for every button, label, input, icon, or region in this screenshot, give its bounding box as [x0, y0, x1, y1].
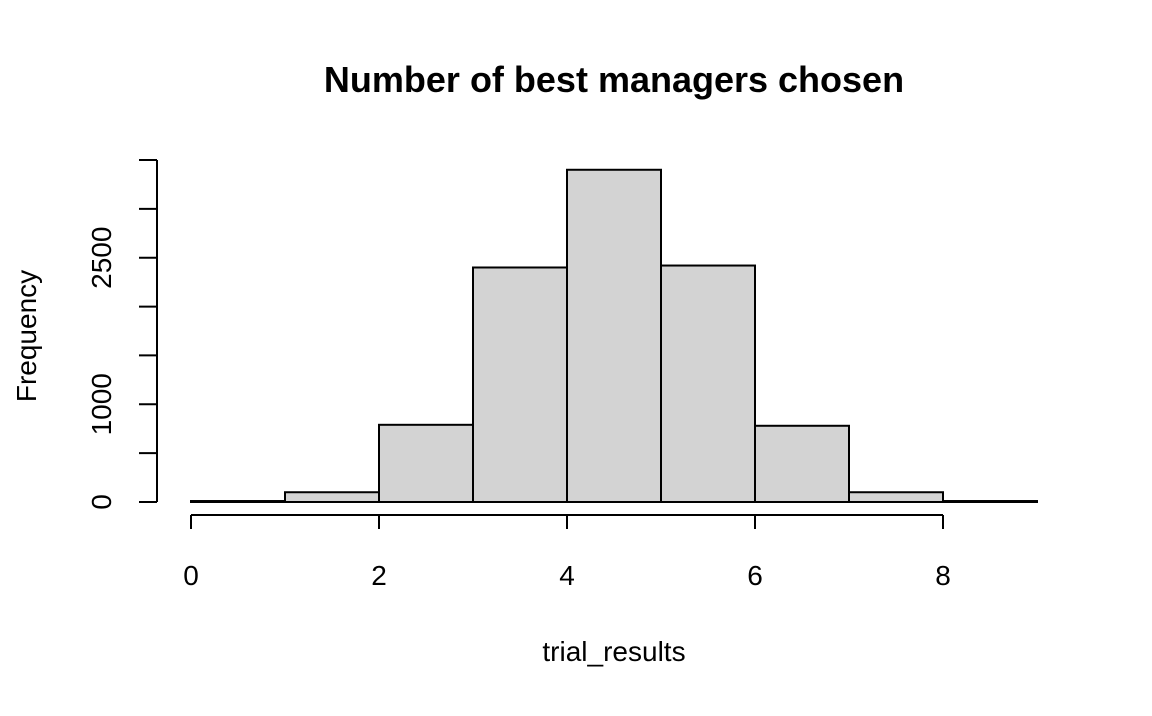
y-tick-label: 0 [86, 494, 117, 510]
histogram-bar [378, 423, 474, 504]
histogram-bar [284, 491, 380, 504]
x-axis: 0 2 4 6 8 [183, 514, 951, 591]
histogram-bar [942, 500, 1038, 504]
x-tick-label: 4 [559, 560, 575, 591]
y-axis: 0 1000 2500 [86, 159, 158, 510]
histogram-bar [848, 491, 944, 504]
chart-title: Number of best managers chosen [324, 59, 904, 100]
bars-layer [190, 168, 1038, 504]
y-tick-label: 2500 [86, 227, 117, 289]
y-tick-label: 1000 [86, 373, 117, 435]
y-axis-label: Frequency [11, 270, 42, 402]
x-tick-label: 2 [371, 560, 387, 591]
histogram-bar [660, 264, 756, 503]
x-axis-label: trial_results [542, 636, 685, 667]
x-tick-label: 6 [747, 560, 763, 591]
x-tick-label: 0 [183, 560, 199, 591]
histogram-bar [472, 266, 568, 503]
histogram-bar [190, 500, 286, 504]
histogram-bar [754, 424, 850, 504]
histogram-bar [566, 168, 662, 503]
x-tick-label: 8 [935, 560, 951, 591]
